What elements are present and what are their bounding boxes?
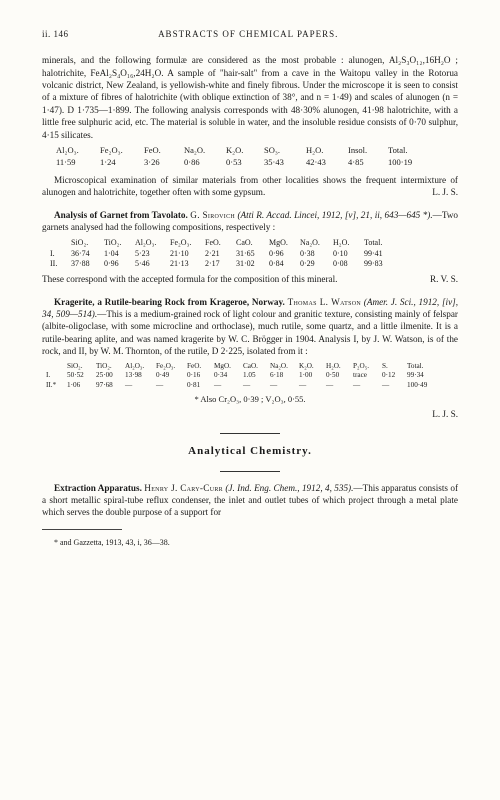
article4-author: Henry J. Cary-Curr [144, 483, 223, 493]
article2-title: Analysis of Garnet from Tavolato. [54, 210, 188, 220]
header-title: ABSTRACTS OF CHEMICAL PAPERS. [158, 28, 338, 40]
comp-row-1: I. 50·52 25·00 13·98 0·49 0·16 0·34 1.05… [46, 371, 458, 381]
article2-citation: (Atti R. Accad. Lincei, 1912, [v], 21, i… [237, 210, 432, 220]
comp-row-1: I. 36·74 1·04 5·23 21·10 2·21 31·65 0·96… [50, 249, 458, 260]
article2: Analysis of Garnet from Tavolato. G. Sir… [42, 209, 458, 234]
article3-table: SiO₂. TiO₂. Al₂O₃. Fe₂O₃. FeO. MgO. CaO.… [46, 362, 458, 391]
table-value-row: 11·59 1·24 3·26 0·86 0·53 35·43 42·43 4·… [56, 157, 458, 168]
article3-author: Thomas L. Watson [288, 297, 361, 307]
article3: Kragerite, a Rutile-bearing Rock from Kr… [42, 296, 458, 358]
article3-signature: L. J. S. [42, 408, 458, 420]
comp-header: SiO₂. TiO₂. Al₂O₃. Fe₂O₃. FeO. CaO. MgO.… [50, 238, 458, 249]
article4-citation: (J. Ind. Eng. Chem., 1912, 4, 535). [225, 483, 353, 493]
article3-title: Kragerite, a Rutile-bearing Rock from Kr… [54, 297, 285, 307]
section-title: Analytical Chemistry. [42, 444, 458, 459]
footnote: * and Gazzetta, 1913, 43, i, 36—38. [42, 538, 458, 549]
article1-body: minerals, and the following formulæ are … [42, 54, 458, 141]
page-number: ii. 146 [42, 28, 69, 40]
article4-title: Extraction Apparatus. [54, 483, 142, 493]
comp-row-2: II.* 1·06 97·68 — — 0·81 — — — — — — — 1… [46, 381, 458, 391]
article2-table: SiO₂. TiO₂. Al₂O₃. Fe₂O₃. FeO. CaO. MgO.… [50, 238, 458, 270]
article1-closing: Microscopical examination of similar mat… [42, 174, 458, 199]
table-header-row: Al₂O₃. Fe₂O₃. FeO. Na₂O. K₂O. SO₃. H₂O. … [56, 145, 458, 156]
page-header: ii. 146 ABSTRACTS OF CHEMICAL PAPERS. [42, 28, 458, 40]
article4: Extraction Apparatus. Henry J. Cary-Curr… [42, 482, 458, 519]
comp-header: SiO₂. TiO₂. Al₂O₃. Fe₂O₃. FeO. MgO. CaO.… [46, 362, 458, 372]
article1-table: Al₂O₃. Fe₂O₃. FeO. Na₂O. K₂O. SO₃. H₂O. … [56, 145, 458, 168]
article1-signature: L. J. S. [420, 186, 458, 198]
article2-author: G. Sirovich [190, 210, 235, 220]
article3-note: * Also Cr₂O₃, 0·39 ; V₂O₃, 0·55. [42, 394, 458, 405]
article2-closing: These correspond with the accepted formu… [42, 273, 458, 285]
article2-signature: R. V. S. [430, 273, 458, 285]
section-divider-2 [220, 471, 280, 472]
footnote-rule [42, 529, 122, 530]
section-divider [220, 433, 280, 434]
comp-row-2: II. 37·88 0·96 5·46 21·13 2·17 31·02 0·8… [50, 259, 458, 270]
